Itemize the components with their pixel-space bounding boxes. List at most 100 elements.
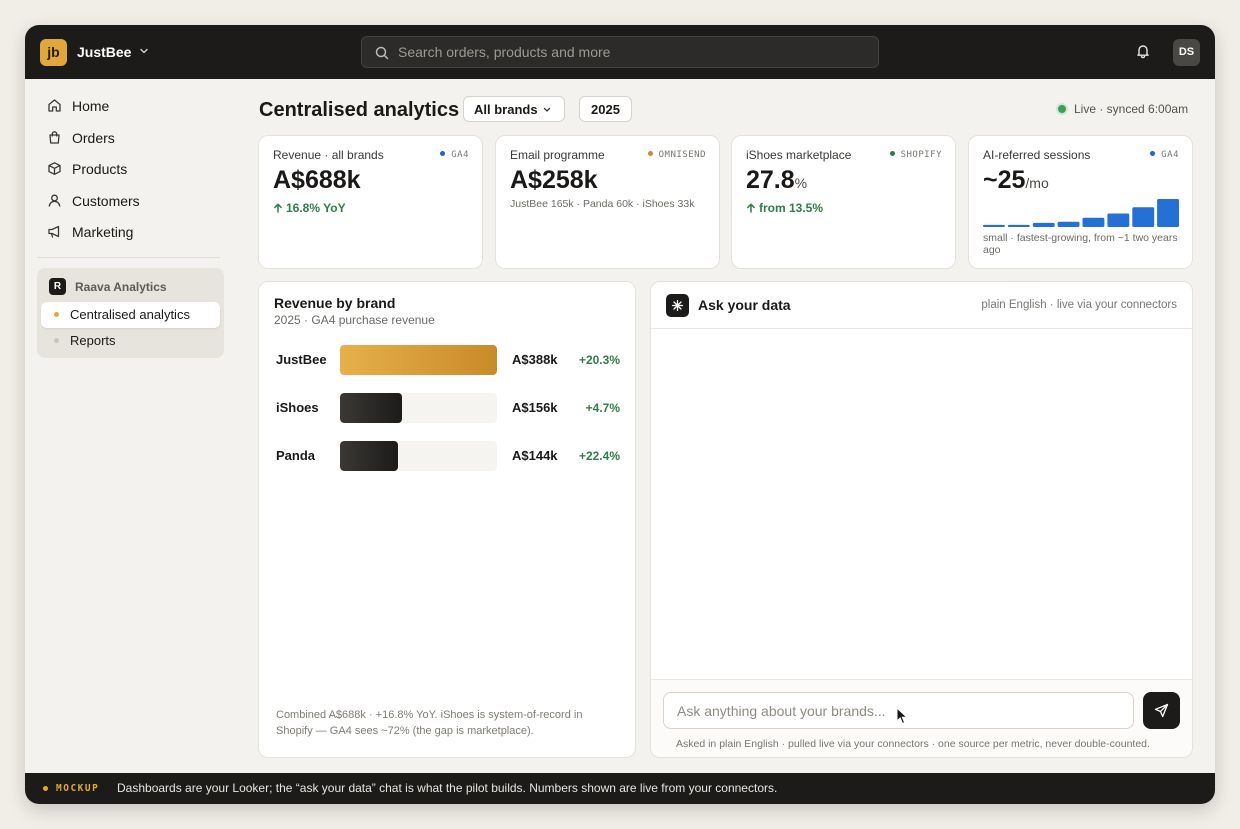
brand-change: +4.7% [585,401,620,415]
metric-unit: /mo [1025,175,1049,191]
source-name: GA4 [451,150,469,160]
source-badge: OMNISEND [647,150,706,160]
brand-change: +22.4% [578,449,620,463]
metric-label: Email programme [510,148,605,162]
panel-title: Ask your data [698,297,791,313]
ask-your-data-panel: Ask your data plain English · live via y… [650,281,1193,758]
ask-panel-header: Ask your data plain English · live via y… [651,282,1192,329]
global-search[interactable] [361,36,879,68]
sidebar-divider [37,257,220,258]
sidebar-item-label: Home [72,98,110,114]
year-filter[interactable]: 2025 [579,96,632,122]
brand-switcher-label[interactable]: JustBee [77,44,132,60]
search-icon [375,46,389,60]
shopping-bag-icon [49,131,60,144]
sparkle-icon [666,294,689,317]
workspace-section: R Raava Analytics Centralised analytics … [37,268,224,358]
metric-card-email[interactable]: Email programme OMNISEND A$258k JustBee … [495,135,720,269]
mockup-tag: MOCKUP [56,783,100,794]
sidebar-item-label: Products [72,161,128,177]
sidebar-item-label: Customers [72,193,140,209]
sparkline-bar [1057,221,1080,227]
metric-unit: % [794,175,808,191]
sparkline-chart [983,199,1179,227]
sparkline-bar [1157,199,1179,227]
sparkline-bar [1107,213,1130,227]
inactive-dot [54,338,59,343]
search-input[interactable] [398,37,868,67]
metric-card-ai-sessions[interactable]: AI-referred sessions GA4 ~25/mo small · … [968,135,1193,269]
sparkline-bar [1082,217,1105,227]
sidebar-item-home[interactable]: Home [45,93,225,119]
sidebar-item-centralised-analytics[interactable]: Centralised analytics [41,302,220,328]
sidebar-item-products[interactable]: Products [45,156,225,182]
user-avatar[interactable]: DS [1173,39,1200,66]
sidebar-item-label: Orders [72,130,115,146]
sidebar-item-marketing[interactable]: Marketing [45,219,225,245]
panel-footnote: Combined A$688k · +16.8% YoY. iShoes is … [276,709,583,737]
sidebar: Home Orders Products Customers Marketing… [25,79,241,773]
panel-subtitle: 2025 · GA4 purchase revenue [274,313,435,327]
app-window: jb JustBee DS Home Orders Products Custo… [25,25,1215,804]
ask-composer: Asked in plain English · pulled live via… [651,679,1192,757]
metric-card-marketplace[interactable]: iShoes marketplace SHOPIFY 27.8% from 13… [731,135,956,269]
sidebar-item-customers[interactable]: Customers [45,188,225,214]
source-dot [1150,151,1156,156]
metric-delta: 16.8% YoY [273,201,346,215]
metric-breakdown: JustBee 165k · Panda 60k · iShoes 33k [510,198,695,210]
workspace-name: Raava Analytics [75,280,167,294]
panel-title: Revenue by brand [274,295,396,311]
bar-fill [340,345,497,375]
send-icon [1154,703,1169,718]
banner-dot [43,786,48,791]
active-dot [54,312,59,317]
brand-revenue: A$144k [512,448,558,463]
brand-change: +20.3% [578,353,620,367]
metric-delta-text: 16.8% YoY [286,201,346,215]
metric-delta: from 13.5% [746,201,823,215]
revenue-by-brand-panel: Revenue by brand 2025 · GA4 purchase rev… [258,281,636,758]
workspace-logo: R [49,278,66,295]
ask-footnote: Asked in plain English · pulled live via… [676,738,1150,750]
metric-value: A$258k [510,166,598,194]
brand-row-panda[interactable]: Panda A$144k +22.4% [259,440,637,472]
ask-input[interactable] [663,692,1134,729]
sparkline-bar [1132,207,1155,227]
send-button[interactable] [1143,692,1180,729]
sparkline-bar [983,224,1005,227]
live-status-text: Live · synced 6:00am [1074,102,1189,116]
chevron-down-icon[interactable] [138,45,150,57]
page-title: Centralised analytics [259,99,460,121]
brand-name: Panda [276,448,316,463]
live-indicator-dot [1058,105,1066,113]
sidebar-item-label: Centralised analytics [70,307,190,322]
source-dot [440,151,446,156]
sidebar-item-reports[interactable]: Reports [41,328,220,354]
mockup-banner: MOCKUP Dashboards are your Looker; the “… [25,773,1215,804]
source-name: OMNISEND [658,150,706,160]
brand-name: iShoes [276,400,319,415]
metric-delta-text: from 13.5% [759,201,824,215]
brand-logo[interactable]: jb [40,39,67,66]
source-badge: GA4 [1150,150,1179,160]
metric-value-number: 27.8 [746,166,795,194]
brand-row-ishoes[interactable]: iShoes A$156k +4.7% [259,392,637,424]
brand-row-justbee[interactable]: JustBee A$388k +20.3% [259,344,637,376]
arrow-up-icon [747,203,755,213]
bar-track [340,393,497,423]
metric-card-revenue[interactable]: Revenue · all brands GA4 A$688k 16.8% Yo… [258,135,483,269]
sidebar-item-label: Reports [70,333,116,348]
panel-meta: plain English · live via your connectors [981,299,1177,311]
user-icon [48,194,61,207]
brand-name: JustBee [276,352,327,367]
top-bar: jb JustBee DS [25,25,1215,79]
metric-label: Revenue · all brands [273,148,384,162]
bell-icon[interactable] [1135,43,1151,59]
source-name: SHOPIFY [900,150,942,160]
bar-track [340,441,497,471]
sidebar-item-orders[interactable]: Orders [45,125,225,151]
brand-filter-dropdown[interactable]: All brands [463,96,565,122]
mouse-cursor-icon [896,707,908,725]
metric-value-number: ~25 [983,166,1026,194]
year-filter-label: 2025 [591,102,620,117]
